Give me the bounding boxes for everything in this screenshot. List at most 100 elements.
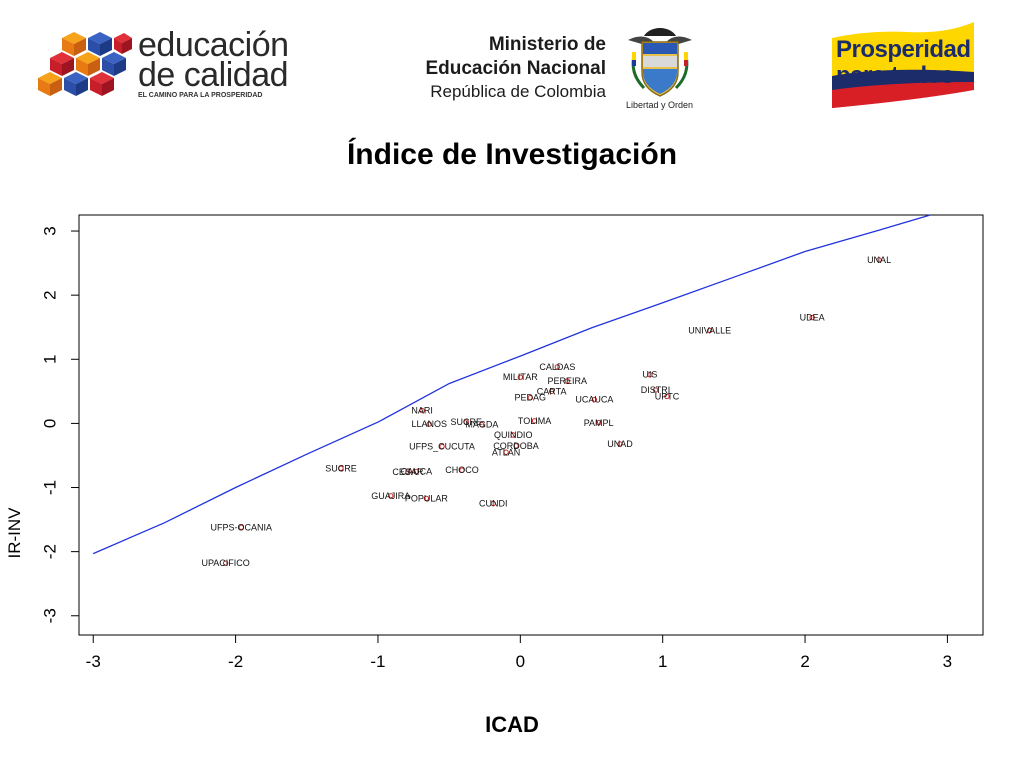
chart-title: Índice de Investigación xyxy=(346,138,678,171)
data-point xyxy=(617,441,623,447)
prosperity-line2: para todos xyxy=(836,62,954,89)
data-point xyxy=(439,443,445,450)
data-point xyxy=(531,418,538,424)
point-label: PEDAG xyxy=(515,393,547,403)
data-point xyxy=(595,420,602,426)
data-point xyxy=(706,327,713,334)
data-point xyxy=(338,465,344,471)
data-point xyxy=(554,364,561,370)
ministry-line1: Ministerio de xyxy=(488,34,606,55)
point-label: CAUCA xyxy=(401,466,433,476)
data-point xyxy=(405,469,411,475)
data-point xyxy=(463,419,469,425)
data-point xyxy=(503,449,509,455)
point-label: GUAJIRA xyxy=(371,491,410,501)
point-label: SUCRE xyxy=(325,463,357,473)
point-label: CARTA xyxy=(537,386,567,396)
point-label: UNAD xyxy=(607,439,633,449)
point-label: UPACIFICO xyxy=(201,558,249,568)
point-label: UCAUCA xyxy=(575,395,613,405)
ministry-line2: Educación Nacional xyxy=(425,58,606,79)
educacion-de-calidad-logo: educación de calidad EL CAMINO PARA LA P… xyxy=(36,28,306,102)
data-point xyxy=(548,388,555,395)
data-point xyxy=(426,421,432,427)
y-tick-label: -3 xyxy=(40,608,59,623)
fitted-curve-line xyxy=(92,214,931,555)
point-label: NARI xyxy=(411,406,433,416)
y-tick-label: -1 xyxy=(40,480,59,495)
y-tick-label: 3 xyxy=(40,226,59,235)
prosperidad-para-todos-logo: Prosperidad para todos xyxy=(828,16,978,112)
point-label: CHOCO xyxy=(445,465,479,475)
data-point xyxy=(388,493,394,499)
plot-frame xyxy=(78,214,984,636)
point-label: UNAL xyxy=(867,255,891,265)
point-label: UIS xyxy=(642,370,657,380)
data-point xyxy=(413,468,420,475)
scatter-chart: -3 -2 -1 0 1 2 3 -3 -2 -1 0 1 2 3 UNAL UDEA UNIVALLE CAL… xyxy=(5,214,984,671)
edu-logo-line1: educación xyxy=(138,26,289,64)
x-tick-label: -3 xyxy=(86,652,101,671)
data-point xyxy=(479,421,485,428)
point-label: POPULAR xyxy=(405,493,449,503)
point-label: PEREIRA xyxy=(548,376,588,386)
x-tick-label: 3 xyxy=(943,652,952,671)
point-label: UPTC xyxy=(655,391,680,401)
point-label: DISTRI xyxy=(641,385,671,395)
prosperity-line1: Prosperidad xyxy=(836,36,971,63)
y-tick-label: 0 xyxy=(40,419,59,428)
point-label: CALDAS xyxy=(539,362,575,372)
y-tick-label: 1 xyxy=(40,355,59,364)
yellow-flag-shape-icon xyxy=(832,22,974,108)
ministry-line3: República de Colombia xyxy=(430,82,606,101)
point-label: TOLIMA xyxy=(518,416,551,426)
data-point xyxy=(423,495,430,502)
edu-logo-line2: de calidad xyxy=(138,56,289,94)
x-axis-label: ICAD xyxy=(485,712,539,737)
point-label: SUCRE xyxy=(450,417,482,427)
x-tick-label: 0 xyxy=(516,652,525,671)
y-tick-label: -2 xyxy=(40,544,59,559)
data-point xyxy=(510,432,516,438)
data-point xyxy=(664,393,670,400)
shield-motto: Libertad y Orden xyxy=(626,100,694,110)
point-label: ATLAN xyxy=(492,447,520,457)
point-label: UFPS-OCANIA xyxy=(211,522,273,532)
x-tick-label: 1 xyxy=(658,652,667,671)
data-point xyxy=(809,314,815,321)
data-point xyxy=(591,396,598,403)
data-point xyxy=(513,443,519,449)
point-label: MILITAR xyxy=(503,372,538,382)
data-point xyxy=(222,560,229,566)
point-label: LLANOS xyxy=(411,419,447,429)
data-point xyxy=(647,371,653,378)
curve-layer xyxy=(92,214,931,555)
data-point xyxy=(238,524,244,530)
point-label: PAMPL xyxy=(584,418,614,428)
header-banner: educación de calidad EL CAMINO PARA LA P… xyxy=(0,0,1024,120)
data-point xyxy=(517,374,524,380)
x-tick-label: 2 xyxy=(800,652,809,671)
chart-axes: -3 -2 -1 0 1 2 3 -3 -2 -1 0 1 2 3 xyxy=(40,214,984,671)
y-axis-label: IR-INV xyxy=(5,507,24,559)
point-label: CUNDI xyxy=(479,499,508,509)
point-label: UFPS_CUCUTA xyxy=(409,441,475,451)
x-tick-label: -2 xyxy=(228,652,243,671)
point-label: UDEA xyxy=(800,313,825,323)
point-label: QUINDIO xyxy=(494,430,533,440)
edu-logo-tagline: EL CAMINO PARA LA PROSPERIDAD xyxy=(138,92,263,99)
y-tick-label: 2 xyxy=(40,290,59,299)
colombia-coat-of-arms-icon xyxy=(628,28,692,97)
cubes-logo-icon xyxy=(38,32,132,96)
data-point xyxy=(459,467,465,473)
x-tick-label: -1 xyxy=(370,652,385,671)
ministerio-logo: Ministerio de Educación Nacional Repúbli… xyxy=(418,26,708,112)
point-label: CORDOBA xyxy=(493,441,539,451)
data-point xyxy=(564,378,571,384)
data-point xyxy=(876,257,882,263)
data-point xyxy=(490,500,496,507)
point-label: MAGDA xyxy=(465,420,498,430)
data-point xyxy=(652,387,659,393)
point-label: CESAR xyxy=(392,467,424,477)
